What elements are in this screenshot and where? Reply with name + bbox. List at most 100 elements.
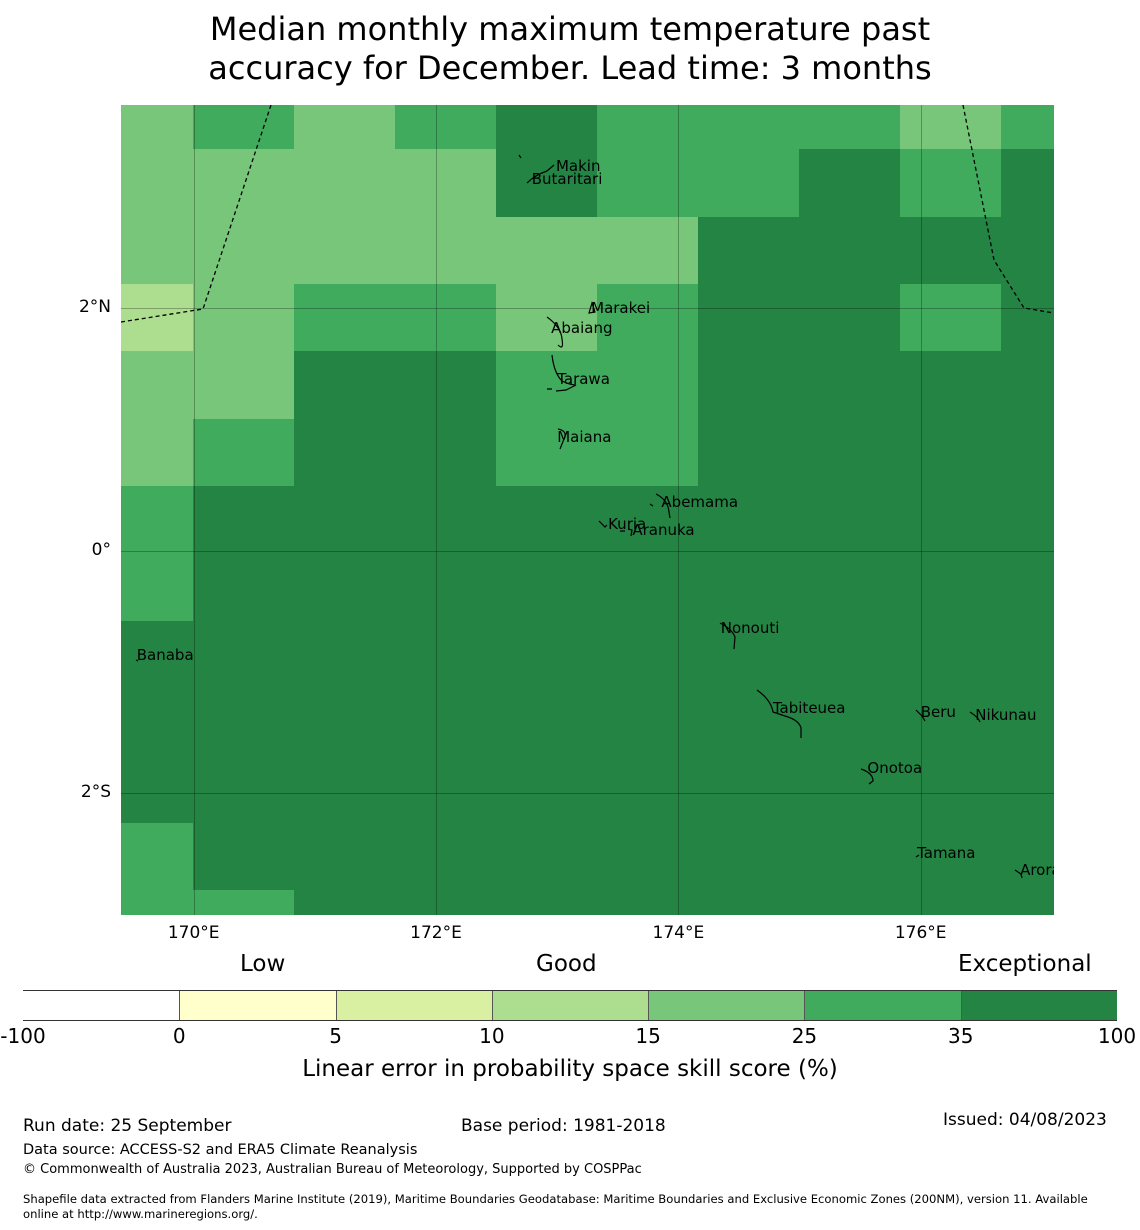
grid-cell <box>395 823 496 890</box>
grid-cell <box>193 621 294 756</box>
grid-cell <box>1001 890 1054 915</box>
island-label-abemama: Abemama <box>661 493 739 512</box>
grid-cell <box>395 890 496 915</box>
grid-cell <box>121 217 193 284</box>
x-tick-label: 172°E <box>410 923 462 943</box>
grid-cell <box>496 217 597 284</box>
grid-cell <box>395 149 496 217</box>
island-label-nonouti: Nonouti <box>720 619 780 638</box>
colorbar-tick-label: 10 <box>479 1024 505 1048</box>
x-tick-label: 170°E <box>167 923 220 943</box>
grid-cell <box>900 149 1001 217</box>
grid-cell <box>799 553 900 621</box>
grid-cell <box>496 621 597 756</box>
grid-cell <box>294 823 395 890</box>
island-label-tamana: Tamana <box>917 844 976 863</box>
coastlines-layer <box>121 105 1054 879</box>
colorbar-bin <box>804 991 961 1020</box>
island-label-abaiang: Abaiang <box>551 318 613 337</box>
base-period: Base period: 1981-2018 <box>461 1116 666 1136</box>
grid-cell <box>121 486 193 553</box>
data-source: Data source: ACCESS-S2 and ERA5 Climate … <box>23 1142 418 1158</box>
grid-cell <box>597 486 698 553</box>
grid-cell <box>193 823 294 890</box>
grid-cell <box>1001 553 1054 621</box>
island-label-tabiteuea: Tabiteuea <box>772 698 846 717</box>
island-outline-tamana <box>915 854 920 858</box>
legend-category-good: Good <box>536 951 597 977</box>
grid-cell <box>294 284 395 351</box>
colorbar-bin <box>23 991 180 1020</box>
y-tick-label: 2°N <box>78 297 111 318</box>
colorbar-bin <box>335 991 492 1020</box>
grid-cell <box>799 284 900 351</box>
grid-cell <box>698 351 799 419</box>
grid-cell <box>597 553 698 621</box>
island-outline-nikunau <box>969 711 981 723</box>
grid-cell <box>496 890 597 915</box>
meridian-line <box>678 105 680 915</box>
grid-cell <box>698 284 799 351</box>
grid-cell <box>496 419 597 486</box>
grid-cell <box>496 105 597 149</box>
colorbar-bin <box>648 991 805 1020</box>
grid-cell <box>1001 823 1054 890</box>
grid-cell <box>496 284 597 351</box>
grid-cell <box>799 217 900 284</box>
grid-cell <box>900 621 1001 756</box>
colorbar-tick-label: 15 <box>635 1024 661 1048</box>
grid-cell <box>1001 105 1054 149</box>
colorbar-label: Linear error in probability space skill … <box>302 1056 838 1082</box>
grid-cell <box>799 419 900 486</box>
grid-cell <box>698 149 799 217</box>
island-outline-makin <box>518 154 522 159</box>
grid-cell <box>698 823 799 890</box>
grid-cell <box>799 149 900 217</box>
grid-cell <box>1001 217 1054 284</box>
grid-cell <box>698 419 799 486</box>
colorbar-bin <box>491 991 649 1020</box>
grid-cell <box>799 890 900 915</box>
grid-cell <box>698 217 799 284</box>
grid-cell <box>193 756 294 823</box>
title-line-1: Median monthly maximum temperature past <box>209 10 931 48</box>
island-label-banaba: Banaba <box>136 645 194 664</box>
grid-cell <box>698 105 799 149</box>
grid-cell <box>193 105 294 149</box>
grid-cell <box>597 419 698 486</box>
grid-cell <box>294 553 395 621</box>
grid-cell <box>294 351 395 419</box>
grid-cell <box>395 351 496 419</box>
grid-cell <box>698 890 799 915</box>
grid-cell <box>294 105 395 149</box>
island-outline-nonouti <box>719 622 736 650</box>
colorbar-bin <box>179 991 336 1020</box>
grid-cell <box>193 486 294 553</box>
grid-cell <box>294 486 395 553</box>
parallel-line <box>121 308 1054 310</box>
meridian-line <box>436 105 438 915</box>
grid-cell <box>395 217 496 284</box>
eez-boundary-east <box>962 105 1054 314</box>
grid-cell <box>395 284 496 351</box>
island-outline-arorae <box>1014 869 1023 879</box>
island-label-butaritari: Butaritari <box>531 169 603 188</box>
island-label-tarawa: Tarawa <box>557 369 610 388</box>
grid-cell <box>193 890 294 915</box>
eez-boundary-west <box>121 105 272 323</box>
map-panel: Makin Butaritari Marakei Abaiang Tarawa Maian… <box>121 105 1054 915</box>
colorbar-tick-label: 35 <box>947 1024 974 1048</box>
grid-cell <box>496 351 597 419</box>
grid-cell <box>121 621 193 756</box>
parallel-line <box>121 792 1054 794</box>
grid-cell <box>900 756 1001 823</box>
grid-cell <box>799 621 900 756</box>
grid-cell <box>900 486 1001 553</box>
grid-cell <box>121 419 193 486</box>
grid-cell <box>395 105 496 149</box>
run-date: Run date: 25 September <box>23 1116 232 1136</box>
grid-cell <box>698 486 799 553</box>
meridian-line <box>920 105 922 915</box>
issued-date: Issued: 04/08/2023 <box>943 1110 1107 1130</box>
grid-cell <box>900 553 1001 621</box>
